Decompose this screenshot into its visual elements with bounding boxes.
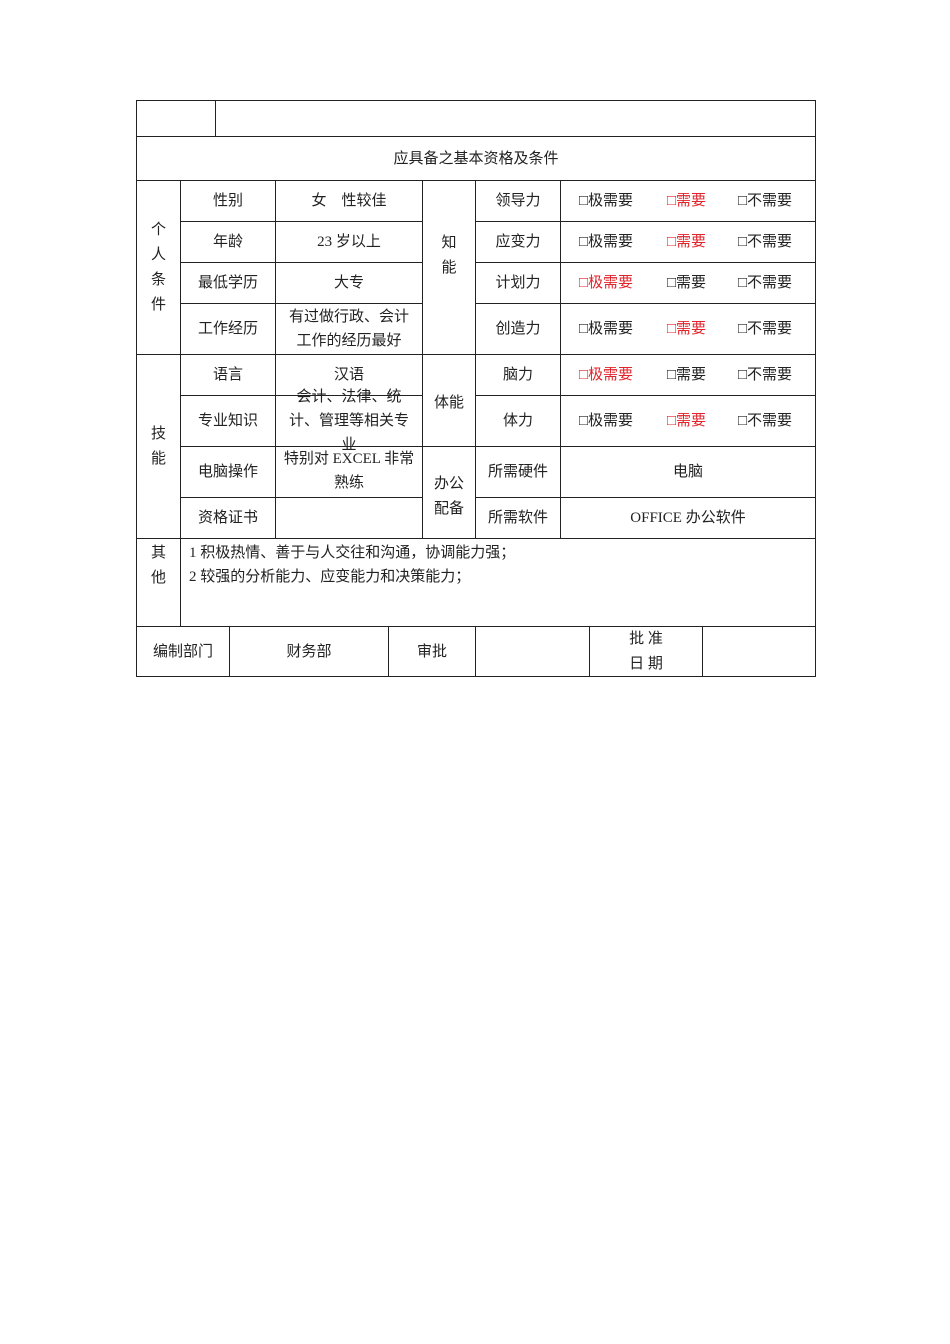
char: 人 (150, 246, 166, 263)
option-checkbox[interactable]: □极需要 (579, 321, 634, 337)
label-creativity: 创造力 (475, 303, 561, 355)
label-adaptability: 应变力 (475, 221, 561, 263)
value-age: 23 岁以上 (275, 221, 423, 263)
option-checkbox[interactable]: □不需要 (738, 413, 793, 429)
option-checkbox[interactable]: □不需要 (738, 193, 793, 209)
option-checkbox[interactable]: □需要 (667, 367, 707, 383)
label-computer: 电脑操作 (180, 446, 276, 498)
option-checkbox[interactable]: □不需要 (738, 275, 793, 291)
char: 知 (441, 234, 457, 251)
label-experience: 工作经历 (180, 303, 276, 355)
value-certificate (275, 497, 423, 539)
text: 批 准 (629, 630, 663, 647)
personal-group-label: 个人条件 (136, 180, 181, 355)
value-software: OFFICE 办公软件 (560, 497, 816, 539)
option-checkbox[interactable]: □需要 (667, 275, 707, 291)
options-adaptability: □极需要 □需要 □不需要 (560, 221, 816, 263)
other-group-label: 其他 (136, 538, 181, 627)
option-checkbox[interactable]: □极需要 (579, 275, 634, 291)
option-checkbox[interactable]: □不需要 (738, 367, 793, 383)
approve-value (475, 626, 590, 677)
char: 技 (150, 425, 166, 442)
label-expertise: 专业知识 (180, 395, 276, 447)
char: 能 (150, 450, 166, 467)
options-physical-strength: □极需要 □需要 □不需要 (560, 395, 816, 447)
other-line-1: 1 积极热情、善于与人交往和沟通，协调能力强； (189, 545, 516, 561)
other-content: 1 积极热情、善于与人交往和沟通，协调能力强； 2 较强的分析能力、应变能力和决… (180, 538, 816, 627)
option-checkbox[interactable]: □不需要 (738, 321, 793, 337)
dept-value: 财务部 (229, 626, 389, 677)
physical-group-label: 体能 (422, 354, 476, 447)
option-checkbox[interactable]: □需要 (667, 234, 707, 250)
approve-label: 审批 (388, 626, 476, 677)
char: 条 (150, 271, 166, 288)
label-planning: 计划力 (475, 262, 561, 304)
option-checkbox[interactable]: □极需要 (579, 234, 634, 250)
section-title: 应具备之基本资格及条件 (136, 136, 816, 181)
options-creativity: □极需要 □需要 □不需要 (560, 303, 816, 355)
value-computer: 特别对 EXCEL 非常熟练 (275, 446, 423, 498)
value-experience: 有过做行政、会计工作的经历最好 (275, 303, 423, 355)
label-physical-strength: 体力 (475, 395, 561, 447)
text: 配备 (433, 500, 464, 517)
char: 个 (150, 221, 166, 238)
label-leadership: 领导力 (475, 180, 561, 222)
label-age: 年龄 (180, 221, 276, 263)
label-education: 最低学历 (180, 262, 276, 304)
option-checkbox[interactable]: □需要 (667, 321, 707, 337)
char: 件 (150, 296, 166, 313)
text: 日 期 (629, 655, 663, 672)
label-hardware: 所需硬件 (475, 446, 561, 498)
label-software: 所需软件 (475, 497, 561, 539)
label-language: 语言 (180, 354, 276, 396)
option-checkbox[interactable]: □极需要 (579, 413, 634, 429)
approve-date-label: 批 准日 期 (589, 626, 703, 677)
char: 能 (441, 259, 457, 276)
blank-cell-left (136, 100, 216, 137)
char: 其 (150, 545, 166, 561)
options-planning: □极需要 □需要 □不需要 (560, 262, 816, 304)
options-leadership: □极需要 □需要 □不需要 (560, 180, 816, 222)
option-checkbox[interactable]: □需要 (667, 193, 707, 209)
option-checkbox[interactable]: □极需要 (579, 367, 634, 383)
option-checkbox[interactable]: □需要 (667, 413, 707, 429)
label-certificate: 资格证书 (180, 497, 276, 539)
other-line-2: 2 较强的分析能力、应变能力和决策能力； (189, 569, 471, 585)
skills-group-label: 技能 (136, 354, 181, 539)
option-checkbox[interactable]: □极需要 (579, 193, 634, 209)
knowledge-group-label: 知能 (422, 180, 476, 355)
label-gender: 性别 (180, 180, 276, 222)
approve-date-value (702, 626, 816, 677)
value-hardware: 电脑 (560, 446, 816, 498)
label-mental: 脑力 (475, 354, 561, 396)
char: 他 (150, 570, 166, 586)
options-mental: □极需要 □需要 □不需要 (560, 354, 816, 396)
office-group-label: 办公 配备 (422, 446, 476, 539)
value-gender: 女 性较佳 (275, 180, 423, 222)
option-checkbox[interactable]: □不需要 (738, 234, 793, 250)
section-title-text: 应具备之基本资格及条件 (393, 150, 559, 167)
text: 办公 (433, 475, 464, 492)
value-expertise: 会计、法律、统计、管理等相关专业 (275, 389, 423, 453)
value-education: 大专 (275, 262, 423, 304)
blank-cell-right (215, 100, 816, 137)
dept-label: 编制部门 (136, 626, 230, 677)
